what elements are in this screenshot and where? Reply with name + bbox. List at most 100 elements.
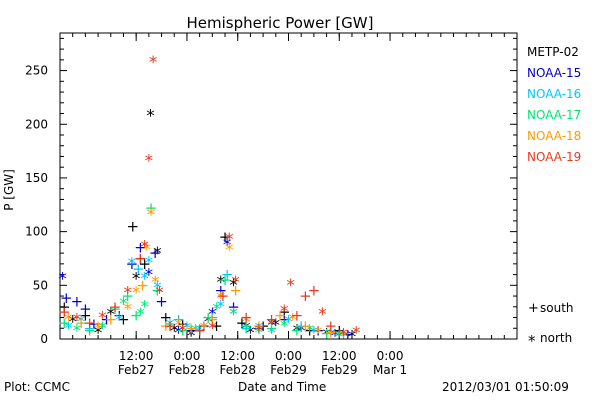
- data-point: *: [123, 284, 132, 304]
- data-point: *: [208, 305, 217, 325]
- data-point: *: [123, 300, 132, 320]
- x-tick-date: Feb29: [270, 363, 307, 377]
- data-point: *: [64, 319, 73, 339]
- data-point: *: [73, 321, 82, 341]
- data-point: *: [128, 255, 137, 275]
- x-tick-time: 12:00: [220, 349, 255, 363]
- x-tick-time: 12:00: [322, 349, 357, 363]
- x-tick-date: Feb29: [321, 363, 358, 377]
- data-point: +: [117, 311, 130, 329]
- data-point: *: [331, 327, 340, 347]
- data-point: +: [291, 306, 304, 324]
- data-point: *: [136, 305, 145, 325]
- data-point: +: [109, 298, 122, 316]
- data-point: +: [121, 287, 134, 305]
- data-point: *: [255, 319, 264, 339]
- data-point: *: [204, 313, 213, 333]
- data-point: *: [107, 305, 116, 325]
- data-point: *: [288, 311, 297, 331]
- data-point: *: [246, 323, 255, 343]
- data-point: *: [335, 328, 344, 348]
- legend-entry: NOAA-16: [527, 87, 581, 101]
- data-point: *: [174, 316, 183, 336]
- data-point: *: [231, 273, 240, 293]
- data-point: +: [176, 315, 189, 333]
- data-point: *: [140, 270, 149, 290]
- data-point: +: [149, 244, 162, 262]
- data-point: *: [64, 311, 73, 331]
- data-point: *: [151, 273, 160, 293]
- x-tick-date: Feb28: [169, 363, 206, 377]
- data-point: *: [170, 321, 179, 341]
- data-point: *: [225, 241, 234, 261]
- data-point: *: [229, 305, 238, 325]
- legend-entry: NOAA-17: [527, 108, 581, 122]
- data-point: +: [278, 303, 291, 321]
- data-point: +: [58, 298, 71, 316]
- data-point: +: [126, 255, 139, 273]
- plot-timestamp: 2012/03/01 01:50:09: [442, 380, 569, 394]
- data-point: +: [210, 317, 223, 335]
- data-point: *: [314, 323, 323, 343]
- data-point: +: [240, 317, 253, 335]
- data-point: *: [140, 298, 149, 318]
- data-point: *: [322, 326, 331, 346]
- data-point: +: [253, 319, 266, 337]
- data-point: +: [136, 276, 149, 294]
- legend: METP-02 NOAA-15 NOAA-16 NOAA-17 NOAA-18 NOAA-…: [527, 45, 581, 350]
- legend-entry: NOAA-15: [527, 66, 581, 80]
- data-point: +: [159, 309, 172, 327]
- data-point: +: [303, 321, 316, 339]
- data-point: *: [183, 319, 192, 339]
- data-point: +: [176, 321, 189, 339]
- x-tick-time: 0:00: [377, 349, 404, 363]
- data-point: *: [348, 328, 357, 348]
- data-point: *: [267, 323, 276, 343]
- data-point: *: [145, 254, 154, 274]
- data-point: *: [119, 294, 128, 314]
- data-point: +: [265, 311, 278, 329]
- data-point: *: [242, 313, 251, 333]
- data-point: *: [191, 321, 200, 341]
- data-point: *: [255, 323, 264, 343]
- data-point: *: [318, 305, 327, 325]
- y-tick-label: 150: [25, 171, 48, 185]
- data-point: *: [153, 278, 162, 298]
- data-point: +: [134, 249, 147, 267]
- data-point: +: [132, 260, 145, 278]
- legend-hemisphere-label: north: [540, 331, 572, 345]
- data-point: +: [236, 314, 249, 332]
- data-point: *: [68, 313, 77, 333]
- data-point: *: [73, 311, 82, 331]
- data-point: +: [229, 282, 242, 300]
- data-point: +: [109, 300, 122, 318]
- data-point: +: [312, 321, 325, 339]
- data-point: *: [225, 230, 234, 250]
- data-point: *: [98, 319, 107, 339]
- data-point: +: [71, 292, 84, 310]
- data-point: +: [206, 309, 219, 327]
- y-tick-label: 50: [33, 278, 48, 292]
- data-points: +* +** ++*++**+*+*+*+*+*+* + *+* + * + **++++ + ++…: [58, 53, 361, 348]
- data-point: *: [115, 311, 124, 331]
- data-point: +: [60, 289, 73, 307]
- data-point: *: [208, 319, 217, 339]
- legend-symbol: *: [528, 332, 536, 350]
- x-tick-time: 0:00: [173, 349, 200, 363]
- data-point: *: [267, 316, 276, 336]
- data-point: *: [272, 316, 281, 336]
- data-point: +: [299, 287, 312, 305]
- data-point: +: [193, 321, 206, 339]
- y-tick-label: 200: [25, 117, 48, 131]
- data-point: *: [142, 241, 151, 261]
- x-tick-date: Mar 1: [373, 363, 407, 377]
- axes: 05010015020025012:00Feb270:00Feb2812:00F…: [25, 33, 518, 377]
- data-point: +: [337, 325, 350, 343]
- plot-credit: Plot: CCMC: [4, 380, 70, 394]
- data-point: *: [178, 321, 187, 341]
- data-point: *: [147, 205, 156, 225]
- data-point: *: [286, 276, 295, 296]
- data-point: *: [212, 300, 221, 320]
- data-point: *: [284, 313, 293, 333]
- data-point: *: [327, 326, 336, 346]
